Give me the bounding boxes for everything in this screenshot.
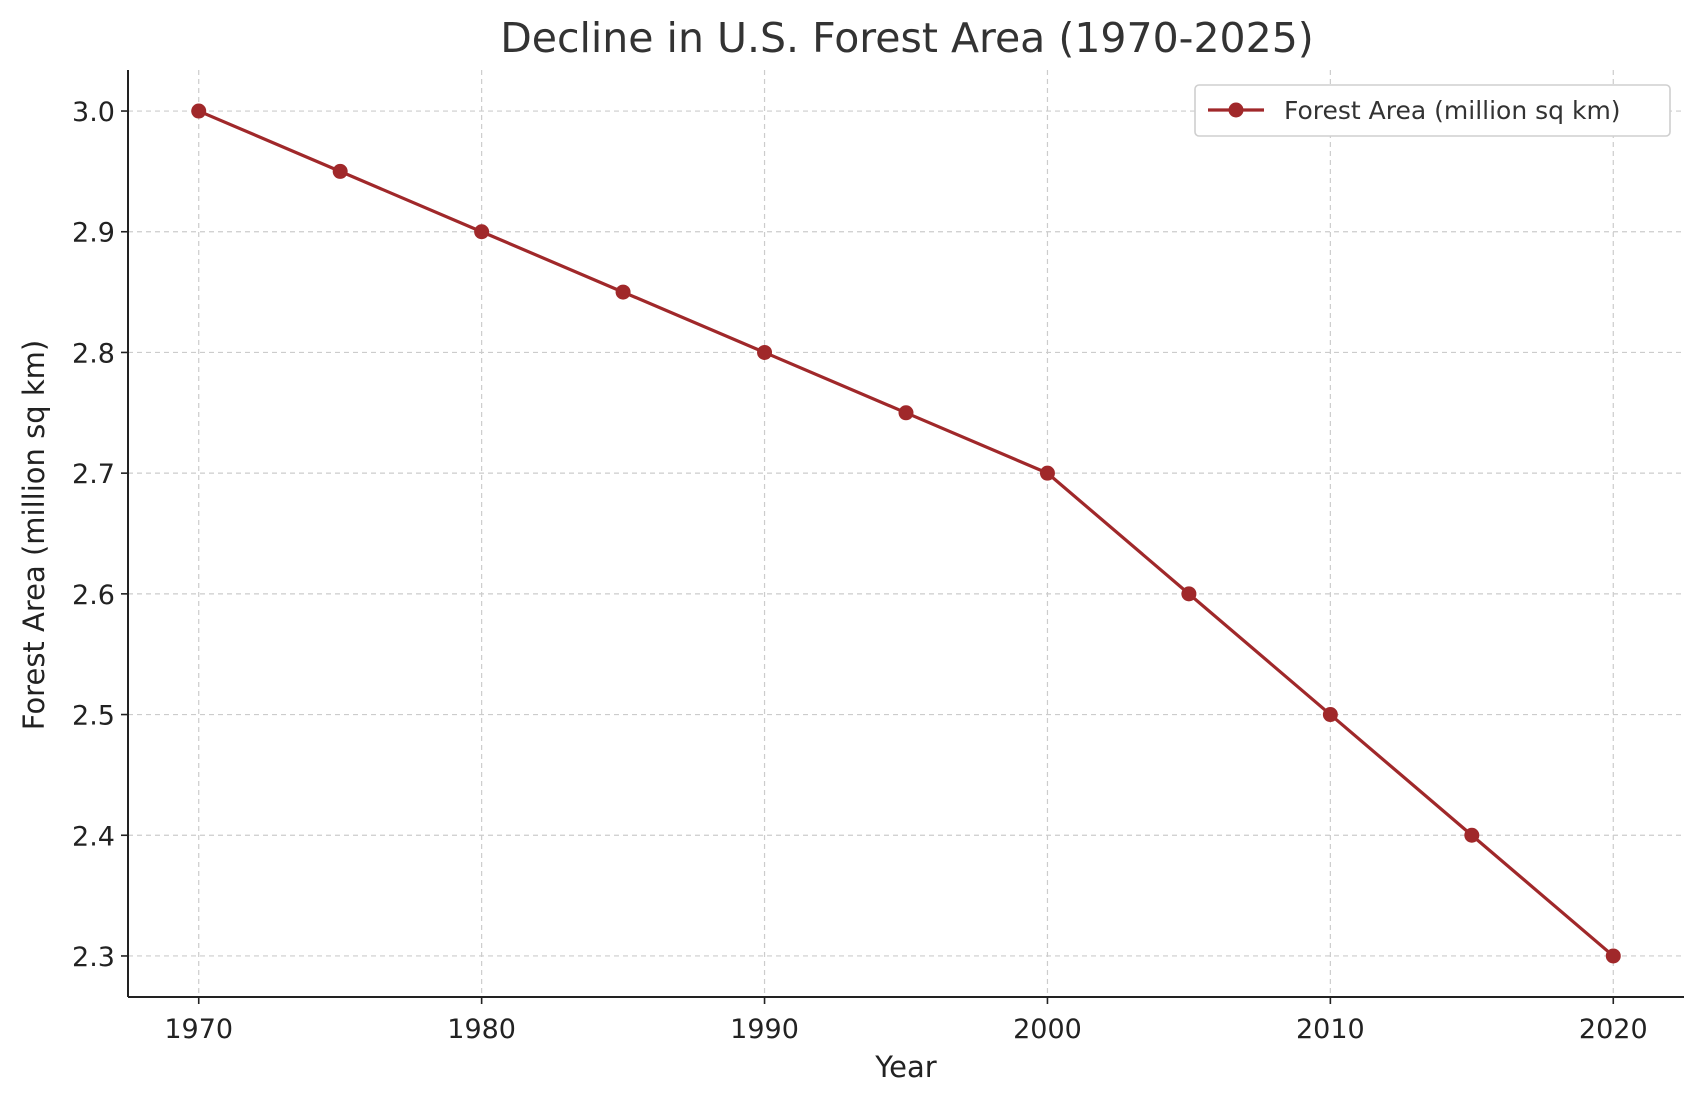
legend-marker-icon (1228, 102, 1244, 118)
legend-frame (1194, 84, 1671, 137)
axes-layer (127, 70, 1684, 998)
y-tick-label-2.5: 2.5 (72, 701, 115, 732)
y-tick-label-2.9: 2.9 (72, 218, 115, 249)
chart-title: Decline in U.S. Forest Area (1970-2025) (500, 14, 1314, 62)
x-axis-title: Year (874, 1050, 936, 1084)
data-point-1975 (332, 163, 348, 179)
data-point-1980 (474, 224, 490, 240)
y-tick-label-2.7: 2.7 (72, 459, 115, 490)
x-tick-label-1990: 1990 (730, 1014, 799, 1045)
series-line-0 (197, 109, 1615, 958)
data-point-1985 (615, 284, 631, 300)
x-tick-label-1970: 1970 (164, 1014, 233, 1045)
data-point-2000 (1039, 465, 1055, 481)
legend-label: Forest Area (million sq km) (1284, 96, 1621, 125)
data-point-1970 (191, 103, 207, 119)
grid-layer (128, 70, 1684, 997)
legend: Forest Area (million sq km) (1194, 84, 1671, 137)
ticks-layer: 1970 1980 1990 2000 2010 2020 2.3 2.4 2.5 2.6 2.7 2… (72, 97, 1648, 1045)
x-tick-label-2020: 2020 (1579, 1014, 1648, 1045)
y-tick-label-2.8: 2.8 (72, 338, 115, 369)
y-tick-label-2.3: 2.3 (72, 942, 115, 973)
data-point-2020 (1605, 948, 1621, 964)
x-tick-label-2000: 2000 (1013, 1014, 1082, 1045)
x-tick-label-2010: 2010 (1296, 1014, 1365, 1045)
y-axis-title: Forest Area (million sq km) (17, 340, 51, 730)
data-point-1995 (898, 405, 914, 421)
y-tick-label-2.6: 2.6 (72, 580, 115, 611)
data-point-2010 (1322, 707, 1338, 723)
series-layer (191, 103, 1621, 964)
y-tick-label-2.4: 2.4 (72, 821, 115, 852)
data-point-1990 (757, 344, 773, 360)
y-tick-label-3.0: 3.0 (72, 97, 115, 128)
data-point-2005 (1181, 586, 1197, 602)
x-tick-label-1980: 1980 (447, 1014, 516, 1045)
data-point-2015 (1464, 827, 1480, 843)
